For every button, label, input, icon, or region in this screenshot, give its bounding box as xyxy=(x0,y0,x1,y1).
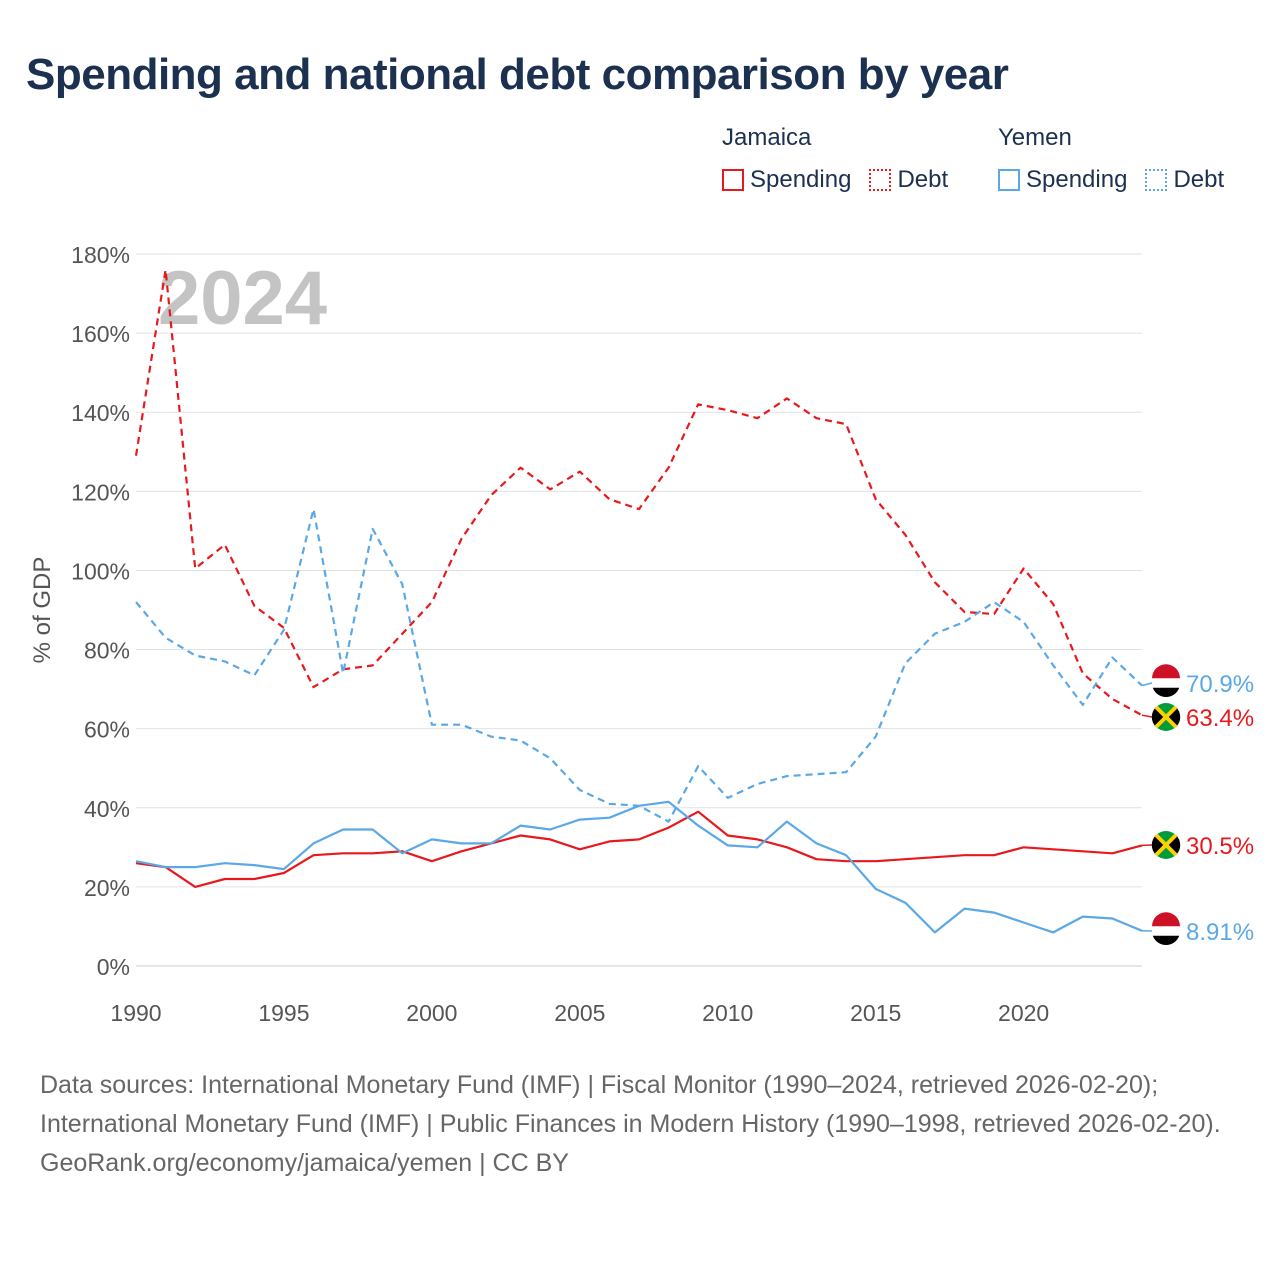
flag-stripe-red xyxy=(1152,912,1180,927)
flag-triangle xyxy=(1151,835,1166,855)
solid-swatch-icon xyxy=(722,169,744,191)
solid-swatch-icon xyxy=(998,169,1020,191)
y-tick-label: 0% xyxy=(97,954,130,980)
y-tick-label: 20% xyxy=(84,875,130,901)
x-tick-label: 2005 xyxy=(554,1000,605,1026)
jamaica-spending-line[interactable] xyxy=(135,810,1143,889)
flag-stripe-red xyxy=(1152,664,1180,679)
y-tick-label: 100% xyxy=(71,558,130,584)
legend-group-jamaica: Jamaica Spending Debt xyxy=(722,124,948,194)
end-connector xyxy=(1141,682,1153,687)
legend-group-title: Yemen xyxy=(998,124,1072,151)
jamaica-debt-line[interactable] xyxy=(134,268,1143,717)
x-tick-label: 1995 xyxy=(258,1000,309,1026)
x-tick-label: 2000 xyxy=(406,1000,457,1026)
legend-jamaica-debt[interactable]: Debt xyxy=(869,166,948,194)
x-tick-label: 2020 xyxy=(998,1000,1049,1026)
y-tick-label: 180% xyxy=(71,242,130,268)
flag-saltire xyxy=(1154,833,1178,857)
yemen-spending-line[interactable] xyxy=(135,800,1143,934)
year-watermark: 2024 xyxy=(158,256,327,341)
flag-stripe-black xyxy=(1152,935,1180,946)
x-tick-label: 2015 xyxy=(850,1000,901,1026)
chart-title: Spending and national debt comparison by… xyxy=(26,50,1009,99)
legend-yemen-spending[interactable]: Spending xyxy=(998,166,1127,194)
legend-label: Spending xyxy=(1026,166,1128,193)
y-tick-label: 160% xyxy=(71,321,130,347)
flag-triangle xyxy=(1166,835,1181,855)
legend-label: Spending xyxy=(750,166,852,193)
legend-label: Debt xyxy=(1173,166,1225,193)
dotted-swatch-icon xyxy=(869,169,892,191)
jamaica-debt-end-label: 63.4% xyxy=(1186,705,1254,732)
legend-jamaica-spending[interactable]: Spending xyxy=(722,166,851,194)
jamaica-spending-end-label: 30.5% xyxy=(1186,833,1254,860)
jamaica-flag-icon xyxy=(1151,831,1181,859)
legend-label: Debt xyxy=(897,166,949,193)
dotted-swatch-icon xyxy=(1145,169,1168,191)
flag-triangle xyxy=(1166,707,1181,727)
footer: Data sources: International Monetary Fun… xyxy=(40,1066,1240,1183)
yemen-spending-end-label: 8.91% xyxy=(1186,919,1254,946)
yemen-flag-icon xyxy=(1152,664,1180,698)
y-tick-label: 120% xyxy=(71,479,130,505)
flag-triangle xyxy=(1151,707,1166,727)
y-axis: 0% 20% 40% 60% 80% 100% 120% 140% 160% 180% xyxy=(71,242,130,980)
flag-stripe-black xyxy=(1152,687,1180,698)
line-chart: 2024 0%20%40%60%80%100%120%140%160%180% … xyxy=(29,242,1254,1026)
y-tick-label: 80% xyxy=(84,638,130,664)
credit-link[interactable]: GeoRank.org/economy/jamaica/yemen | CC B… xyxy=(40,1149,569,1177)
x-tick-label: 1990 xyxy=(110,1000,161,1026)
yemen-flag-icon xyxy=(1152,912,1180,946)
x-tick-label: 2010 xyxy=(702,1000,753,1026)
y-tick-label: 140% xyxy=(71,400,130,426)
end-connector xyxy=(1141,714,1153,718)
y-tick-label: 40% xyxy=(84,796,130,822)
data-sources: Data sources: International Monetary Fun… xyxy=(40,1071,1221,1138)
legend-yemen-debt[interactable]: Debt xyxy=(1145,166,1224,194)
y-tick-label: 60% xyxy=(84,717,130,743)
series-lines xyxy=(134,268,1143,934)
yemen-debt-line[interactable] xyxy=(135,508,1143,823)
flag-saltire xyxy=(1154,705,1178,729)
gridlines xyxy=(136,253,1142,967)
y-axis-label: % of GDP xyxy=(29,557,56,664)
jamaica-flag-icon xyxy=(1151,703,1181,731)
legend-group-yemen: Yemen Spending Debt xyxy=(998,124,1224,194)
end-labels: 70.9% 63.4% 30.5% 8.91% xyxy=(1141,664,1254,946)
legend-group-title: Jamaica xyxy=(722,124,812,151)
x-axis: 1990 1995 2000 2005 2010 2015 2020 xyxy=(110,1000,1049,1026)
yemen-debt-end-label: 70.9% xyxy=(1186,671,1254,698)
